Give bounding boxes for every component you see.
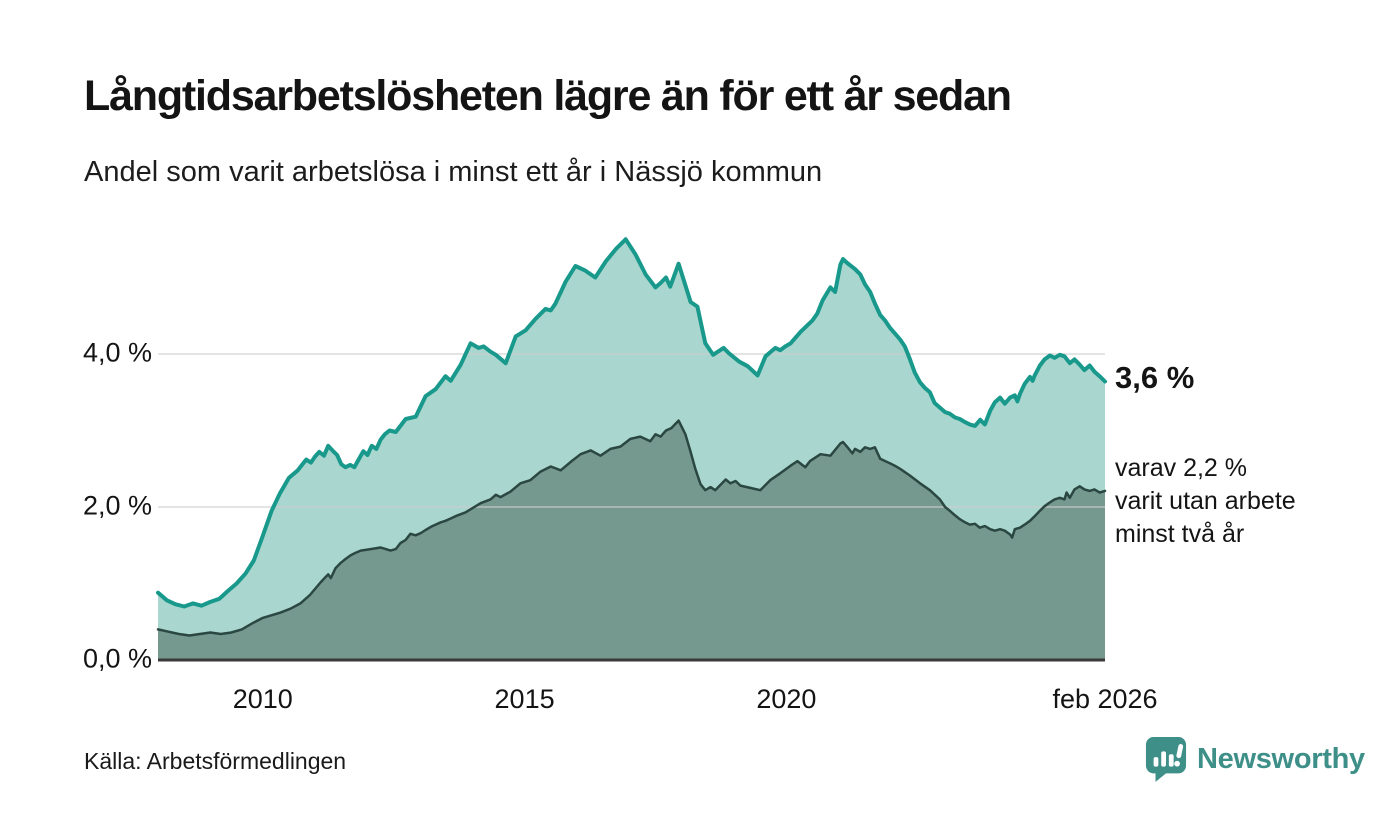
two-year-annotation-line1: varav 2,2 % [1115,454,1248,482]
newsworthy-wordmark: Newsworthy [1197,742,1365,775]
source-note: Källa: Arbetsförmedlingen [84,748,347,774]
x-axis-tick-2015: 2015 [494,684,555,714]
page-title: Långtidsarbetslösheten lägre än för ett … [84,72,1012,120]
y-axis-tick-0: 0,0 % [82,643,152,674]
two-year-annotation-line3: minst två år [1115,520,1245,548]
x-axis-tick-2020: 2020 [756,684,817,714]
newsworthy-bubble-chart-icon [1145,736,1187,782]
newsworthy-logo[interactable]: Newsworthy [1145,736,1365,782]
latest-value-label: 3,6 % [1115,360,1195,395]
x-axis-tick-feb-2026: feb 2026 [1052,684,1158,714]
y-axis-tick-4: 4,0 % [82,337,152,368]
y-axis-tick-2: 2,0 % [82,490,152,521]
two-year-annotation-line2: varit utan arbete [1115,487,1296,515]
x-axis-tick-2010: 2010 [232,684,293,714]
two-year-annotation: varav 2,2 % varit utan arbete minst två … [1115,452,1296,551]
page-subtitle: Andel som varit arbetslösa i minst ett å… [84,156,823,188]
